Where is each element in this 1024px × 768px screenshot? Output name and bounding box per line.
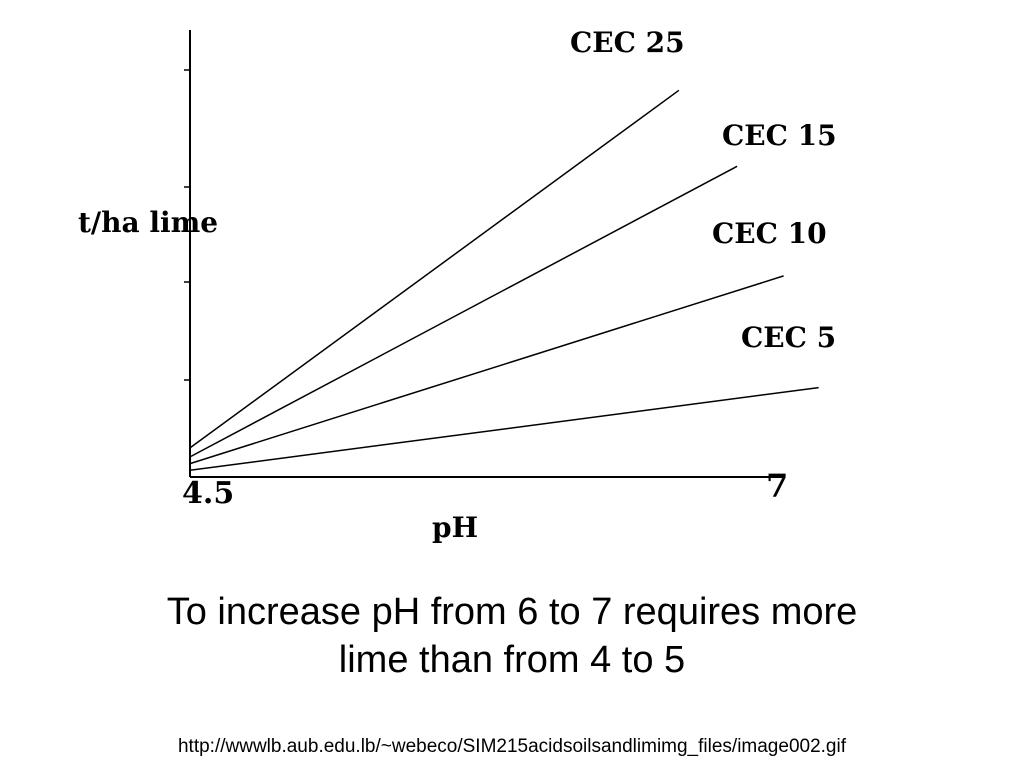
x-tick-label-start: 4.5 (182, 476, 234, 511)
x-tick-label-end: 7 (766, 467, 788, 505)
series-labels: CEC 25 CEC 15 CEC 10 CEC 5 (570, 26, 837, 354)
lime-requirement-chart: CEC 25 CEC 15 CEC 10 CEC 5 t/ha lime pH 4.5… (78, 26, 837, 544)
series-line-cec-10 (189, 275, 784, 465)
series-label-cec-25: CEC 25 (570, 26, 685, 59)
caption-line-2: lime than from 4 to 5 (338, 639, 686, 681)
caption: To increase pH from 6 to 7 requires more… (0, 588, 1024, 684)
source-url: http://wwwlb.aub.edu.lb/~webeco/SIM215ac… (177, 736, 846, 757)
series-label-cec-15: CEC 15 (722, 119, 837, 152)
series-lines (189, 89, 819, 472)
series-line-cec-25 (189, 89, 680, 449)
x-axis-label: pH (432, 511, 478, 544)
series-label-cec-10: CEC 10 (712, 217, 827, 250)
series-line-cec-5 (189, 386, 819, 472)
y-axis-label: t/ha lime (78, 206, 218, 239)
caption-line-1: To increase pH from 6 to 7 requires more (166, 591, 858, 633)
y-axis-ticks (184, 69, 191, 381)
series-label-cec-5: CEC 5 (741, 321, 836, 354)
series-line-cec-15 (189, 165, 738, 458)
